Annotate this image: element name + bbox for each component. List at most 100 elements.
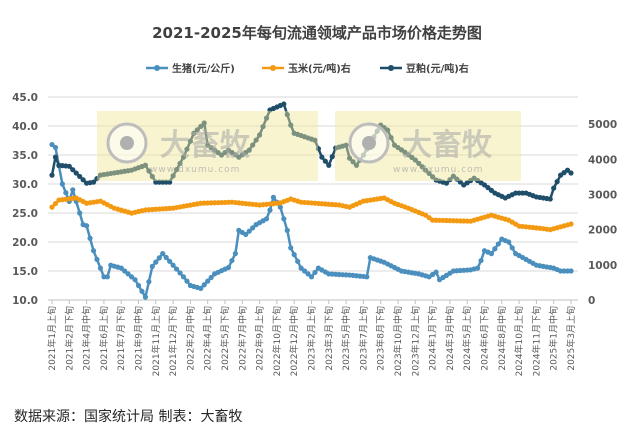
series-0: [49, 141, 574, 300]
data-point: [450, 173, 456, 179]
x-tick-label: 2024年10月上旬: [513, 306, 525, 376]
x-tick-label: 2023年2月上旬: [306, 306, 318, 371]
data-point: [288, 245, 294, 251]
data-point: [353, 162, 360, 168]
data-point: [364, 274, 370, 280]
data-point: [250, 142, 256, 148]
data-point: [142, 294, 149, 300]
left-tick-label: 10.0: [12, 295, 38, 307]
left-tick-label: 25.0: [12, 208, 38, 220]
data-point: [416, 160, 422, 166]
data-point: [97, 265, 104, 271]
legend-marker-icon: [388, 65, 394, 71]
data-point: [167, 179, 173, 185]
data-point: [49, 204, 55, 210]
data-point: [49, 172, 55, 178]
data-point: [554, 179, 560, 185]
legend-marker-icon: [270, 65, 276, 71]
x-tick-label: 2024年1月下旬: [427, 306, 439, 371]
data-point: [142, 162, 149, 168]
data-point: [246, 228, 252, 234]
data-point: [194, 127, 200, 133]
data-point: [509, 245, 515, 251]
data-point: [319, 154, 325, 160]
legend-label: 生猪(元/公斤): [172, 62, 235, 75]
data-point: [187, 138, 193, 144]
x-tick-label: 2024年8月中旬: [496, 306, 508, 371]
data-point: [495, 241, 501, 247]
series-1: [49, 195, 574, 233]
data-point: [139, 288, 145, 294]
right-axis-ticks: 0 1000 2000 3000 4000 5000: [588, 119, 617, 307]
data-point: [426, 170, 432, 177]
data-point: [49, 141, 55, 148]
right-tick-label: 5000: [588, 119, 617, 131]
data-point: [184, 146, 190, 152]
data-point: [87, 235, 93, 241]
x-tick-label: 2022年9月上旬: [254, 306, 266, 371]
data-point: [343, 142, 349, 148]
data-point: [77, 210, 83, 216]
data-point: [208, 274, 214, 281]
data-point: [163, 254, 169, 261]
data-point: [90, 179, 97, 185]
watermark-2: 大畜牧 www.dxumu.com: [335, 111, 521, 181]
legend-label: 豆粕(元/吨)右: [406, 62, 469, 75]
x-tick-label: 2023年7月上旬: [357, 306, 369, 371]
data-point: [198, 285, 204, 291]
data-point: [135, 282, 142, 289]
data-point: [457, 179, 463, 185]
right-tick-label: 3000: [588, 189, 617, 201]
x-tick-label: 2021年1月上旬: [46, 306, 58, 371]
right-tick-label: 0: [588, 295, 595, 307]
data-point: [568, 268, 574, 274]
x-tick-label: 2022年4月上旬: [202, 306, 214, 371]
data-point: [205, 278, 211, 284]
data-point: [253, 137, 259, 143]
x-tick-label: 2025年1月中旬: [548, 306, 560, 371]
x-tick-label: 2024年11月下旬: [530, 306, 542, 376]
data-point: [478, 257, 484, 264]
data-point: [454, 176, 460, 182]
data-point: [73, 170, 79, 176]
data-point: [291, 251, 297, 258]
x-tick-label: 2023年8月下旬: [375, 306, 387, 371]
data-point: [146, 279, 152, 285]
x-tick-label: 2023年5月中旬: [340, 306, 352, 371]
data-point: [315, 146, 322, 152]
x-tick-label: 2024年3月中旬: [444, 306, 456, 371]
data-point: [270, 194, 277, 200]
x-tick-label: 2021年4月中旬: [81, 306, 93, 371]
data-point: [52, 144, 59, 151]
data-point: [153, 259, 159, 265]
left-tick-label: 40.0: [12, 121, 38, 133]
right-tick-label: 2000: [588, 225, 617, 237]
data-point: [329, 154, 335, 160]
data-point: [295, 258, 301, 264]
data-point: [232, 251, 238, 257]
x-tick-label: 2024年6月下旬: [479, 306, 491, 371]
x-tick-label: 2022年12月中旬: [288, 306, 300, 376]
data-point: [301, 268, 308, 274]
legend: 生猪(元/公斤) 玉米(元/吨)右 豆粕(元/吨)右: [146, 62, 469, 75]
data-point: [156, 255, 162, 261]
data-point: [433, 269, 439, 275]
data-point: [63, 190, 69, 196]
data-point: [94, 256, 100, 262]
data-point: [506, 239, 512, 245]
data-point: [350, 159, 356, 165]
watermark-url: www.dxumu.com: [150, 165, 240, 175]
data-point: [305, 271, 311, 277]
data-point: [308, 274, 315, 280]
data-point: [263, 216, 270, 222]
data-point: [312, 269, 318, 276]
data-point: [170, 262, 176, 268]
x-tick-label: 2022年7月中旬: [236, 306, 248, 371]
data-point: [260, 123, 266, 130]
data-point: [423, 167, 429, 173]
x-tick-label: 2024年5月上旬: [461, 306, 473, 371]
x-tick-label: 2022年5月下旬: [219, 306, 231, 371]
data-point: [312, 137, 318, 143]
data-point: [125, 271, 131, 277]
